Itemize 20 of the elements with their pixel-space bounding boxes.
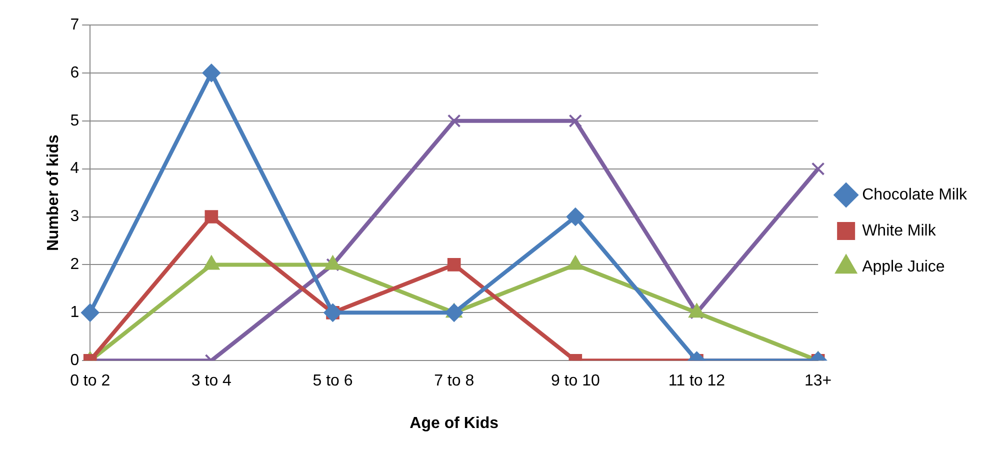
legend-label: Chocolate Milk	[862, 186, 968, 204]
y-tick-label: 5	[70, 112, 80, 130]
y-tick-label: 7	[70, 16, 80, 34]
y-tick-label: 6	[70, 64, 80, 82]
x-tick-label: 0 to 2	[70, 372, 110, 390]
y-tick-label: 0	[70, 352, 80, 370]
y-axis-title: Number of kids	[45, 134, 62, 252]
x-axis-title: Age of Kids	[410, 414, 499, 432]
x-tick-label: 13+	[804, 372, 832, 390]
y-tick-label: 1	[70, 304, 80, 322]
x-tick-label: 5 to 6	[312, 372, 353, 390]
y-tick-label: 3	[70, 208, 80, 226]
x-tick-label: 7 to 8	[434, 372, 474, 390]
x-tick-label: 11 to 12	[668, 372, 726, 390]
y-tick-label: 2	[70, 256, 80, 274]
y-tick-label: 4	[70, 160, 80, 178]
legend-label: White Milk	[862, 222, 937, 240]
x-tick-label: 3 to 4	[191, 372, 232, 390]
legend-label: Apple Juice	[862, 258, 945, 276]
x-tick-label: 9 to 10	[550, 372, 600, 390]
